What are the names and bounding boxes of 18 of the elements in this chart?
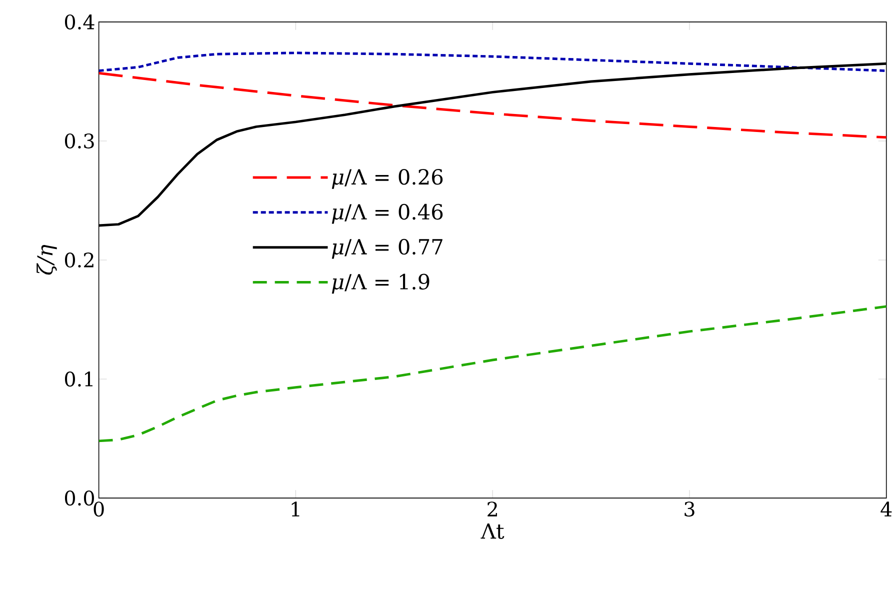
y-tick-label: 0.4 (64, 14, 94, 30)
legend-label: μ/Λ = 0.26 (332, 169, 443, 189)
y-tick-label: 0.0 (64, 490, 94, 506)
y-tick-label: 0.3 (64, 134, 94, 149)
x-axis-title: Λt (480, 524, 504, 540)
line-series (98, 305, 886, 442)
x-tick-label: 3 (684, 502, 694, 517)
x-tick-label: 0 (94, 502, 104, 517)
x-tick-label: 2 (488, 502, 497, 516)
x-tick-label: 1 (292, 502, 300, 516)
legend-label: μ/Λ = 1.9 (332, 274, 430, 294)
legend-label: μ/Λ = 0.46 (332, 204, 443, 224)
y-axis-title: ζ/η (36, 245, 57, 275)
y-tick-label: 0.1 (64, 372, 92, 387)
line-series (98, 72, 886, 139)
y-tick-label: 0.2 (64, 252, 94, 268)
x-tick-label: 4 (880, 502, 892, 516)
legend-label: μ/Λ = 0.77 (332, 238, 442, 259)
